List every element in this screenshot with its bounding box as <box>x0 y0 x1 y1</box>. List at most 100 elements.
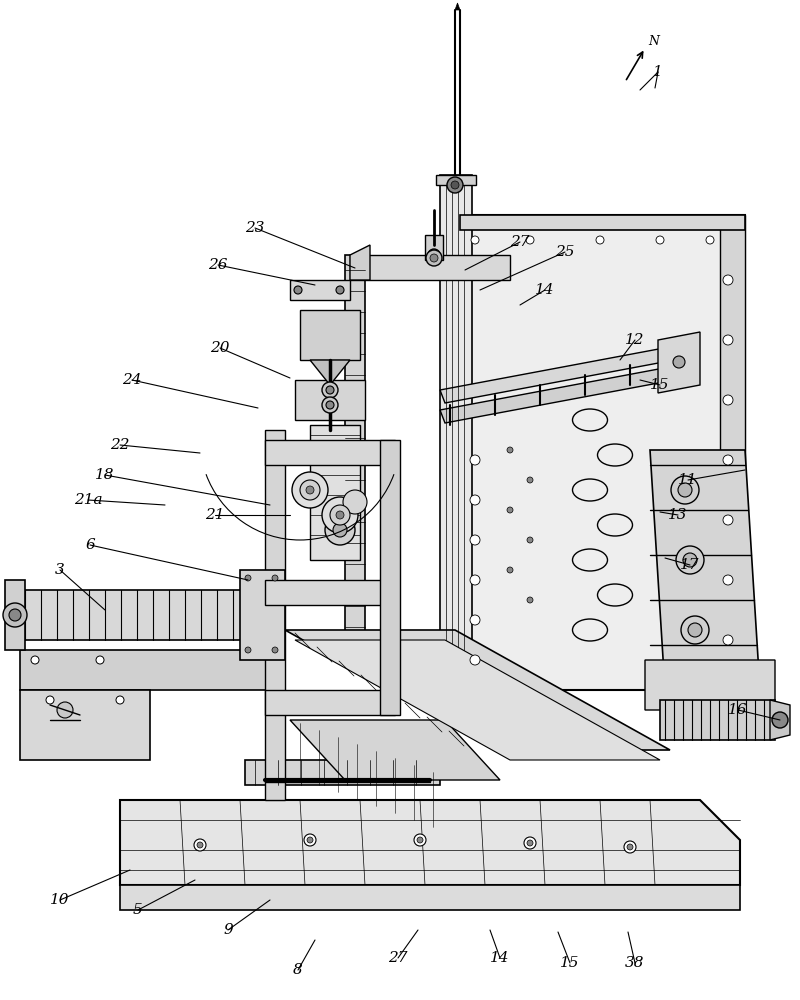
Circle shape <box>428 249 440 261</box>
Circle shape <box>326 386 334 394</box>
Polygon shape <box>460 215 745 690</box>
Circle shape <box>470 455 480 465</box>
Circle shape <box>683 553 697 567</box>
Text: 13: 13 <box>668 508 688 522</box>
Text: 20: 20 <box>210 341 230 355</box>
Circle shape <box>772 712 788 728</box>
Circle shape <box>304 834 316 846</box>
Polygon shape <box>720 215 745 690</box>
Circle shape <box>116 696 124 704</box>
Polygon shape <box>650 450 760 690</box>
Text: 9: 9 <box>223 923 233 937</box>
Text: 1: 1 <box>653 65 663 79</box>
Circle shape <box>300 480 320 500</box>
Text: 18: 18 <box>95 468 114 482</box>
Circle shape <box>470 535 480 545</box>
Circle shape <box>723 575 733 585</box>
Circle shape <box>194 839 206 851</box>
Text: 21: 21 <box>206 508 225 522</box>
Circle shape <box>336 511 344 519</box>
Circle shape <box>706 236 714 244</box>
Text: 12: 12 <box>626 333 645 347</box>
Polygon shape <box>295 380 365 420</box>
Text: N: N <box>648 35 659 48</box>
Circle shape <box>723 395 733 405</box>
Text: 11: 11 <box>678 473 698 487</box>
Text: 22: 22 <box>110 438 130 452</box>
Polygon shape <box>20 690 150 760</box>
Circle shape <box>524 837 536 849</box>
Polygon shape <box>770 700 790 740</box>
Circle shape <box>57 702 73 718</box>
Circle shape <box>470 575 480 585</box>
Polygon shape <box>300 310 360 360</box>
Polygon shape <box>240 570 285 660</box>
Text: 25: 25 <box>555 245 574 259</box>
Circle shape <box>723 455 733 465</box>
Text: 15: 15 <box>650 378 670 392</box>
Circle shape <box>272 647 278 653</box>
Circle shape <box>9 609 21 621</box>
Text: 10: 10 <box>50 893 70 907</box>
Circle shape <box>245 647 251 653</box>
Polygon shape <box>345 255 365 650</box>
Polygon shape <box>265 580 395 605</box>
Text: 14: 14 <box>535 283 554 297</box>
Circle shape <box>507 507 513 513</box>
Circle shape <box>470 655 480 665</box>
Polygon shape <box>290 720 500 780</box>
Circle shape <box>343 490 367 514</box>
Polygon shape <box>440 175 472 700</box>
Circle shape <box>676 546 704 574</box>
Circle shape <box>197 842 203 848</box>
Polygon shape <box>310 425 360 560</box>
Polygon shape <box>290 280 350 300</box>
Circle shape <box>322 497 358 533</box>
Circle shape <box>306 486 314 494</box>
Circle shape <box>470 615 480 625</box>
Polygon shape <box>20 650 285 690</box>
Text: 38: 38 <box>626 956 645 970</box>
Polygon shape <box>380 440 400 715</box>
Polygon shape <box>660 700 775 740</box>
Circle shape <box>671 476 699 504</box>
Polygon shape <box>460 215 745 230</box>
Polygon shape <box>440 345 685 403</box>
Text: 16: 16 <box>728 703 748 717</box>
Circle shape <box>322 382 338 398</box>
Circle shape <box>681 616 709 644</box>
Polygon shape <box>120 885 740 910</box>
Circle shape <box>723 515 733 525</box>
Text: 5: 5 <box>133 903 143 917</box>
Circle shape <box>430 254 438 262</box>
Circle shape <box>272 575 278 581</box>
Text: 21a: 21a <box>74 493 102 507</box>
Circle shape <box>527 537 533 543</box>
Circle shape <box>322 397 338 413</box>
Text: 17: 17 <box>680 558 700 572</box>
Circle shape <box>471 236 479 244</box>
Polygon shape <box>658 332 700 393</box>
Circle shape <box>723 335 733 345</box>
Polygon shape <box>645 660 775 710</box>
Circle shape <box>451 181 459 189</box>
Circle shape <box>414 834 426 846</box>
Polygon shape <box>285 630 670 750</box>
Text: 23: 23 <box>246 221 265 235</box>
Circle shape <box>426 250 442 266</box>
Polygon shape <box>5 580 25 650</box>
Circle shape <box>723 275 733 285</box>
Circle shape <box>333 523 347 537</box>
Circle shape <box>627 844 633 850</box>
Polygon shape <box>265 690 395 715</box>
Circle shape <box>31 656 39 664</box>
Circle shape <box>307 837 313 843</box>
Circle shape <box>417 837 423 843</box>
Text: 27: 27 <box>388 951 408 965</box>
Circle shape <box>723 635 733 645</box>
Polygon shape <box>265 440 395 465</box>
Text: 15: 15 <box>560 956 580 970</box>
Circle shape <box>624 841 636 853</box>
Circle shape <box>336 286 344 294</box>
Polygon shape <box>295 640 660 760</box>
